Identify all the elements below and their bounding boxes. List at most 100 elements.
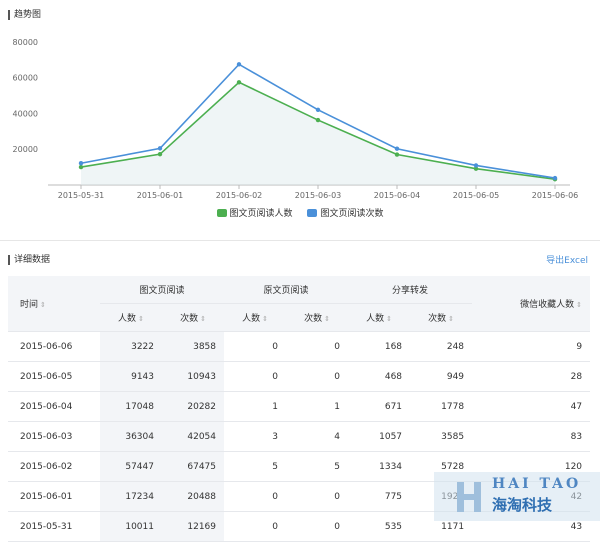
cell-date: 2015-06-02: [8, 451, 100, 482]
sort-icon: ⇕: [448, 315, 454, 323]
header-group-shares: 分享转发: [348, 276, 473, 304]
legend-label-reads-users: 图文页阅读人数: [229, 209, 293, 219]
data-point-reads-times: [157, 146, 163, 151]
cell-date: 2015-06-04: [8, 391, 100, 422]
table-cell: 3585: [410, 421, 473, 452]
table-cell: 57447: [100, 451, 162, 482]
table-cell: 28: [472, 361, 591, 392]
sort-icon: ⇕: [262, 315, 268, 323]
header-wechat-favorites-label: 微信收藏人数: [520, 300, 575, 310]
sort-icon: ⇕: [386, 315, 392, 323]
table-cell: 949: [410, 361, 473, 392]
table-cell: 1057: [348, 421, 411, 452]
y-tick-label: 60000: [13, 74, 38, 83]
data-point-reads-times: [236, 62, 242, 67]
table-cell: 3: [224, 421, 287, 452]
watermark-logo-icon: [457, 482, 481, 512]
table-cell: 67475: [162, 451, 225, 482]
table-cell: 1778: [410, 391, 473, 422]
table-row: 2015-06-06 3222 3858 0 0 168 248 9: [8, 331, 591, 362]
sort-icon: ⇕: [576, 301, 583, 309]
header-time[interactable]: 时间 ⇕: [8, 276, 100, 332]
table-cell: 4: [286, 421, 349, 452]
data-point-reads-users: [315, 117, 321, 123]
table-cell: 47: [472, 391, 591, 422]
export-excel-link[interactable]: 导出Excel: [546, 256, 588, 266]
data-point-reads-times: [394, 146, 400, 151]
legend-label-reads-times: 图文页阅读次数: [320, 209, 384, 219]
legend-swatch-reads-users: [216, 209, 227, 217]
table-cell: 17234: [100, 481, 162, 512]
table-cell: 468: [348, 361, 411, 392]
table-cell: 10011: [100, 511, 162, 542]
header-times-label: 次数: [428, 314, 447, 324]
cell-date: 2015-06-06: [8, 331, 100, 362]
legend-item-reads-times[interactable]: 图文页阅读次数: [307, 206, 383, 219]
table-cell: 10943: [162, 361, 225, 392]
table-cell: 248: [410, 331, 473, 362]
data-point-reads-users: [78, 164, 84, 170]
x-tick-label: 2015-06-03: [295, 191, 342, 200]
header-users-label: 人数: [242, 314, 261, 324]
data-point-reads-users: [157, 151, 163, 157]
table-cell: 20488: [162, 481, 225, 512]
header-users-label: 人数: [366, 314, 385, 324]
table-cell: 1: [286, 391, 349, 422]
table-cell: 12169: [162, 511, 225, 542]
table-cell: 1: [224, 391, 287, 422]
header-times-1[interactable]: 次数 ⇕: [162, 303, 225, 332]
table-cell: 671: [348, 391, 411, 422]
x-tick-label: 2015-06-05: [453, 191, 500, 200]
trend-line-chart: 20000 40000 60000 80000 2015-05-31 2015-06-01…: [13, 38, 579, 200]
cell-date: 2015-06-03: [8, 421, 100, 452]
header-group-article-reads: 图文页阅读: [100, 276, 225, 304]
table-cell: 0: [224, 331, 287, 362]
table-cell: 17048: [100, 391, 162, 422]
table-row: 2015-06-04 17048 20282 1 1 671 1778 47: [8, 391, 591, 422]
y-tick-label: 40000: [13, 109, 38, 118]
x-tick-label: 2015-06-04: [374, 191, 421, 200]
cell-date: 2015-05-31: [8, 511, 100, 542]
header-group-original-reads: 原文页阅读: [224, 276, 349, 304]
table-cell: 0: [224, 511, 287, 542]
data-point-reads-times: [473, 163, 479, 168]
trend-section-title: 趋势图: [8, 10, 41, 20]
section-divider: [0, 240, 600, 241]
table-cell: 0: [224, 481, 287, 512]
header-time-label: 时间: [20, 300, 39, 310]
table-cell: 5: [224, 451, 287, 482]
x-tick-label: 2015-06-01: [137, 191, 184, 200]
sort-icon: ⇕: [200, 315, 206, 323]
x-tick-label: 2015-06-06: [532, 191, 579, 200]
table-row: 2015-06-05 9143 10943 0 0 468 949 28: [8, 361, 591, 392]
header-times-2[interactable]: 次数 ⇕: [286, 303, 349, 332]
table-cell: 9: [472, 331, 591, 362]
table-row: 2015-06-03 36304 42054 3 4 1057 3585 83: [8, 421, 591, 452]
table-cell: 0: [286, 481, 349, 512]
header-wechat-favorites[interactable]: 微信收藏人数 ⇕: [472, 276, 591, 332]
watermark-text-cn: 海淘科技: [492, 496, 553, 514]
table-cell: 83: [472, 421, 591, 452]
y-tick-label: 20000: [13, 145, 38, 154]
header-users-2[interactable]: 人数 ⇕: [224, 303, 287, 332]
data-point-reads-times: [315, 107, 321, 112]
data-point-reads-times: [78, 161, 84, 166]
header-times-3[interactable]: 次数 ⇕: [410, 303, 473, 332]
cell-date: 2015-06-05: [8, 361, 100, 392]
table-cell: 9143: [100, 361, 162, 392]
x-tick-label: 2015-05-31: [58, 191, 105, 200]
table-cell: 1334: [348, 451, 411, 482]
table-cell: 0: [224, 361, 287, 392]
series-area-reads-users: [81, 82, 555, 185]
table-cell: 0: [286, 331, 349, 362]
table-cell: 3858: [162, 331, 225, 362]
table-cell: 168: [348, 331, 411, 362]
data-point-reads-users: [236, 80, 242, 85]
header-times-label: 次数: [304, 314, 323, 324]
sort-icon: ⇕: [324, 315, 330, 323]
legend-item-reads-users[interactable]: 图文页阅读人数: [216, 206, 293, 219]
table-cell: 3222: [100, 331, 162, 362]
header-users-1[interactable]: 人数 ⇕: [100, 303, 162, 332]
header-users-3[interactable]: 人数 ⇕: [348, 303, 411, 332]
sort-icon: ⇕: [40, 301, 46, 309]
